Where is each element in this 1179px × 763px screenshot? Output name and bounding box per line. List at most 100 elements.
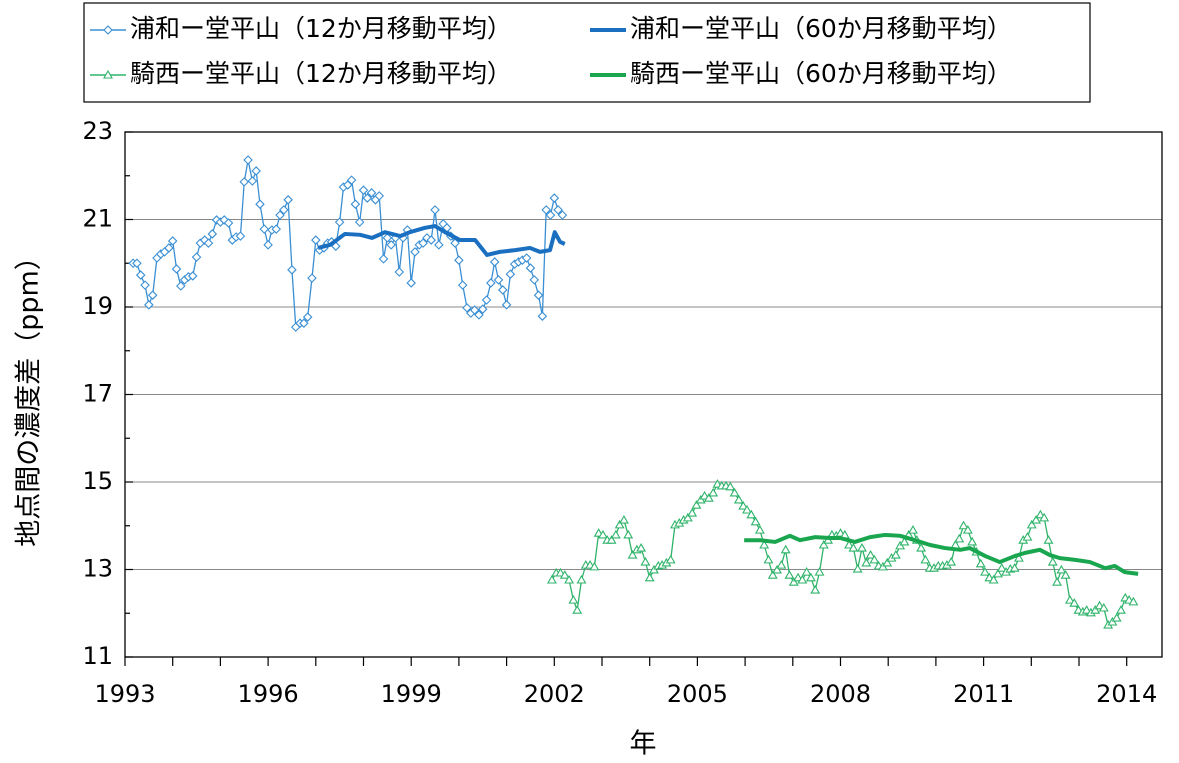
data-point	[559, 570, 570, 579]
data-point	[378, 254, 389, 264]
data-point	[610, 529, 621, 539]
x-tick-label: 2005	[667, 680, 728, 708]
data-point	[996, 563, 1007, 572]
data-point	[733, 494, 744, 504]
data-point	[665, 554, 676, 564]
data-point	[614, 519, 625, 529]
data-point	[1026, 519, 1037, 529]
data-point	[708, 487, 719, 497]
data-point	[899, 536, 910, 546]
data-point	[844, 539, 855, 549]
legend-marker	[103, 69, 113, 79]
data-point	[382, 233, 393, 243]
data-point	[784, 570, 795, 579]
data-point	[857, 542, 867, 552]
marks	[128, 155, 1139, 629]
data-point	[501, 300, 512, 310]
data-point	[780, 544, 791, 554]
data-point	[797, 574, 808, 584]
data-point	[549, 193, 560, 203]
data-point	[176, 281, 186, 291]
x-tick-label: 2011	[953, 680, 1014, 708]
data-point	[469, 305, 480, 315]
legend: 浦和ー堂平山（12か月移動平均） 浦和ー堂平山（60か月移動平均） 騎西ー堂平山（1…	[90, 14, 1012, 88]
data-point	[759, 539, 770, 549]
data-point	[430, 205, 440, 215]
data-point	[1098, 602, 1109, 612]
y-tick-label: 15	[82, 467, 113, 495]
legend-marker	[103, 25, 113, 35]
x-tick-label: 2008	[810, 680, 871, 708]
data-point	[366, 188, 377, 198]
data-point	[457, 280, 468, 290]
data-point	[307, 273, 317, 283]
data-point	[362, 193, 373, 203]
data-point	[474, 310, 484, 320]
data-point	[410, 247, 420, 257]
data-point	[1064, 595, 1075, 604]
data-point	[687, 507, 698, 517]
data-point	[144, 300, 154, 310]
data-point	[564, 574, 575, 584]
data-point	[916, 542, 927, 552]
data-point	[848, 542, 859, 552]
data-point	[219, 215, 229, 225]
data-point	[334, 217, 345, 227]
data-point	[767, 570, 778, 579]
data-point	[975, 558, 986, 568]
data-point	[818, 539, 829, 549]
data-point	[132, 258, 142, 269]
data-point	[992, 568, 1003, 578]
data-point	[553, 205, 563, 215]
data-point	[350, 199, 361, 209]
data-point	[805, 572, 816, 582]
data-point	[525, 263, 536, 273]
data-point	[1056, 564, 1067, 574]
data-point	[1031, 514, 1042, 524]
data-point	[275, 210, 285, 220]
data-point	[1052, 577, 1063, 586]
data-point	[1116, 605, 1126, 614]
data-point	[618, 514, 629, 524]
data-point	[287, 265, 297, 275]
x-tick-label: 2014	[1096, 680, 1157, 708]
y-tick-label: 21	[82, 205, 113, 233]
data-point	[572, 605, 583, 614]
data-point	[239, 177, 250, 187]
data-point	[346, 175, 357, 185]
data-point	[920, 554, 931, 564]
data-point	[750, 516, 761, 526]
data-point	[746, 509, 757, 519]
data-point	[962, 525, 973, 534]
data-point	[682, 512, 693, 522]
data-point	[640, 556, 651, 566]
data-point	[493, 275, 504, 285]
data-point	[358, 185, 369, 195]
data-point	[1128, 596, 1139, 606]
y-tick-label: 13	[82, 555, 113, 583]
data-point	[1009, 563, 1020, 572]
data-point	[865, 549, 876, 559]
x-axis-title: 年	[630, 729, 657, 760]
data-point	[521, 253, 532, 263]
legend-label: 騎西ー堂平山（12か月移動平均）	[130, 59, 512, 88]
y-axis-title: 地点間の濃度差（ppm）	[14, 243, 45, 547]
data-point	[454, 255, 464, 265]
data-point	[537, 311, 548, 321]
data-point	[191, 252, 202, 262]
data-point	[394, 267, 405, 277]
data-point	[529, 275, 540, 285]
data-point	[462, 303, 472, 313]
legend-label: 浦和ー堂平山（12か月移動平均）	[130, 14, 512, 43]
data-point	[754, 525, 765, 534]
data-point	[147, 290, 158, 300]
data-point	[890, 549, 901, 559]
data-point	[623, 529, 634, 539]
data-point	[644, 572, 655, 582]
y-tick-label: 19	[82, 292, 113, 320]
data-point	[187, 271, 198, 281]
data-point	[1111, 612, 1122, 622]
data-point	[164, 243, 174, 253]
data-point	[725, 481, 736, 491]
